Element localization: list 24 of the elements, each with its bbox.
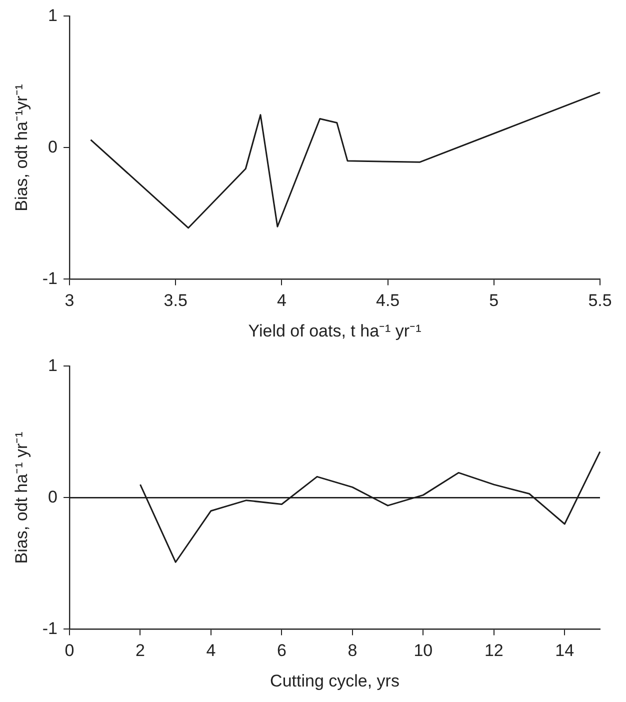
y-axis-title: Bias, odt ha⁻¹ yr⁻¹: [12, 431, 31, 564]
x-tick-label: 4: [276, 291, 286, 310]
x-tick-label: 5: [489, 291, 499, 310]
x-tick-label: 5.5: [588, 291, 612, 310]
y-tick-label: -1: [42, 268, 58, 288]
x-tick-label: 2: [136, 641, 145, 660]
x-tick-label: 12: [484, 641, 504, 660]
y-tick-label: 1: [48, 356, 58, 375]
x-tick-label: 10: [414, 641, 433, 660]
x-axis-title: Cutting cycle, yrs: [270, 671, 400, 690]
x-tick-label: 6: [276, 641, 286, 660]
y-tick-label: 0: [48, 137, 58, 156]
x-tick-label: 4.5: [376, 291, 400, 310]
x-tick-label: 0: [64, 641, 74, 660]
x-tick-label: 14: [555, 641, 574, 660]
x-tick-label: 4: [206, 641, 216, 660]
x-tick-label: 8: [348, 641, 358, 660]
y-axis-title: Bias, odt ha⁻¹yr⁻¹: [12, 84, 31, 212]
x-tick-label: 3.5: [164, 291, 188, 310]
y-tick-label: 0: [48, 487, 58, 506]
x-tick-label: 3: [64, 291, 74, 310]
y-tick-label: -1: [42, 618, 58, 638]
y-tick-label: 1: [48, 6, 58, 25]
x-axis-title: Yield of oats, t ha⁻¹ yr⁻¹: [248, 321, 422, 340]
